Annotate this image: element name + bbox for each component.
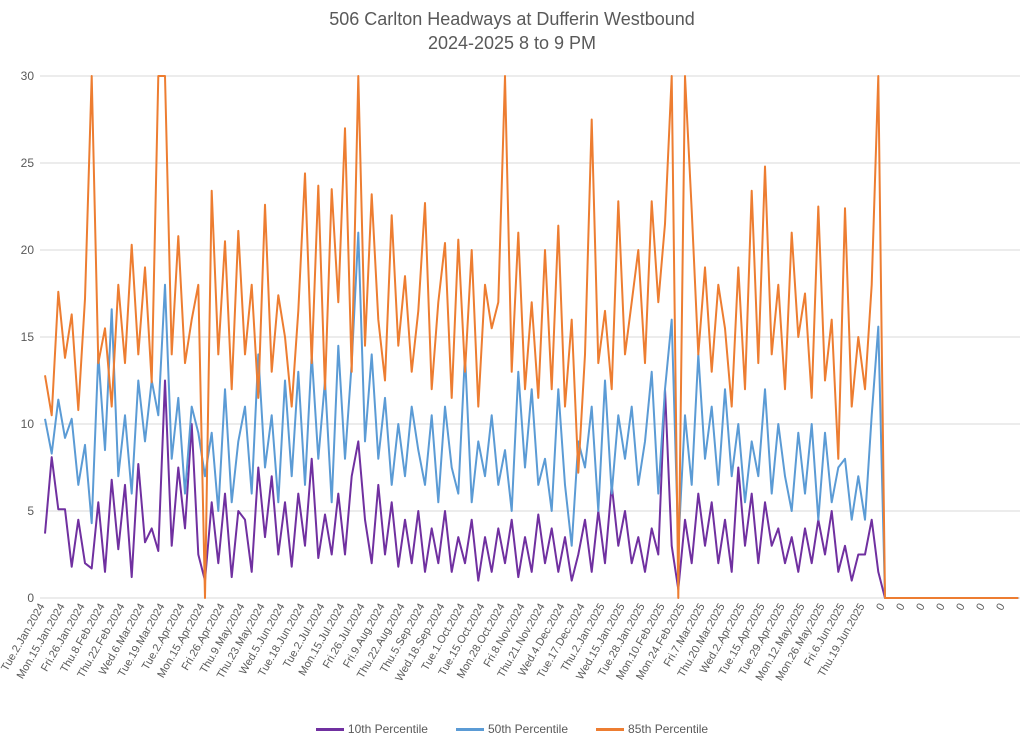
legend-item-85th: 85th Percentile <box>596 722 708 736</box>
legend-item-50th: 50th Percentile <box>455 722 569 736</box>
legend-item-10th: 10th Percentile <box>315 722 428 736</box>
y-tick-label: 25 <box>21 156 35 170</box>
x-tick-label: 0 <box>934 602 947 613</box>
x-tick-label: 0 <box>954 602 967 613</box>
legend-swatch <box>596 727 625 731</box>
x-tick-label: 0 <box>874 602 887 613</box>
y-tick-label: 0 <box>27 591 34 605</box>
series-line-10th <box>44 379 1019 599</box>
y-tick-label: 20 <box>21 243 35 257</box>
x-tick-label: 0 <box>894 602 907 613</box>
chart-subtitle: 2024-2025 8 to 9 PM <box>427 33 597 53</box>
y-tick-label: 5 <box>27 504 34 518</box>
legend-label: 85th Percentile <box>628 722 709 736</box>
legend: 10th Percentile 50th Percentile 85th Per… <box>0 722 1024 736</box>
chart-title: 506 Carlton Headways at Dufferin Westbou… <box>329 9 695 29</box>
series-line-85th <box>44 75 1019 599</box>
legend-swatch <box>455 727 484 731</box>
legend-label: 10th Percentile <box>347 722 428 736</box>
y-tick-label: 15 <box>21 330 35 344</box>
x-tick-label: 0 <box>914 602 927 613</box>
legend-label: 50th Percentile <box>487 722 569 736</box>
y-tick-label: 30 <box>21 69 35 83</box>
x-tick-label: 0 <box>994 602 1007 613</box>
y-tick-label: 10 <box>21 417 35 431</box>
x-tick-label: 0 <box>974 602 987 613</box>
legend-swatch <box>315 727 344 731</box>
